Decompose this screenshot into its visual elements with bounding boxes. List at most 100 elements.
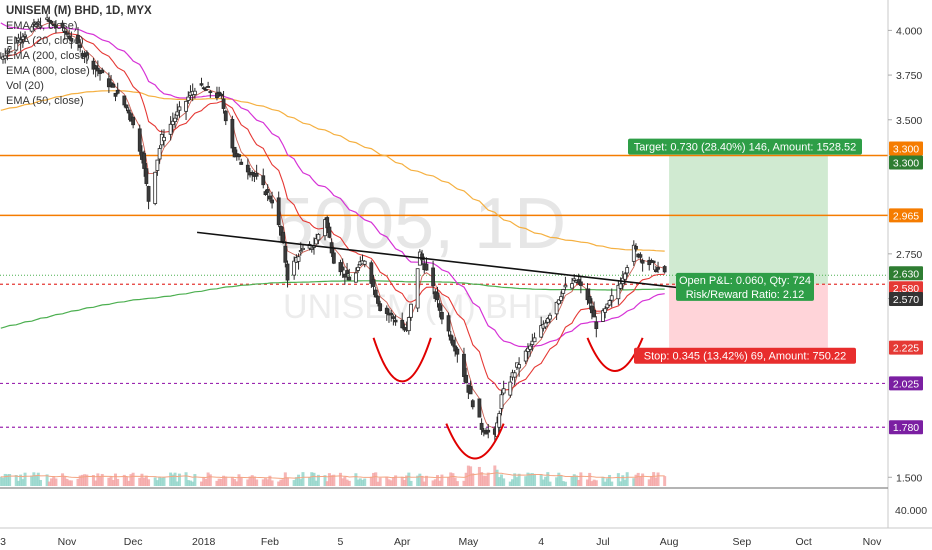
- volume-bar: [528, 473, 532, 486]
- volume-bar: [572, 474, 576, 486]
- volume-bar: [431, 480, 435, 486]
- volume-bar: [601, 476, 605, 486]
- volume-bar: [116, 478, 120, 486]
- legend-ema-50[interactable]: EMA (50, close): [6, 95, 84, 107]
- candle-body: [448, 334, 453, 341]
- candle-body: [69, 37, 74, 42]
- candle-body: [523, 350, 528, 362]
- volume-bar: [281, 479, 285, 486]
- price-level-tag: [889, 292, 923, 307]
- ema-200-line[interactable]: [0, 90, 665, 252]
- price-level-tag: [889, 340, 923, 355]
- candle-body: [111, 83, 116, 88]
- volume-bar: [215, 480, 219, 486]
- volume-bar: [204, 478, 208, 486]
- volume-bar: [67, 480, 71, 486]
- candle-body: [589, 305, 594, 314]
- candle-body: [137, 128, 142, 152]
- volume-bar: [91, 475, 95, 486]
- price-level-tag-label: 2.630: [893, 268, 919, 280]
- volume-bar: [462, 480, 466, 486]
- volume-bar: [338, 472, 342, 486]
- volume-moving-average: [0, 472, 665, 480]
- candle-body: [316, 234, 321, 241]
- volume-bar: [250, 475, 254, 486]
- head-arc[interactable]: [445, 423, 505, 460]
- volume-bar: [623, 479, 627, 486]
- volume-bar: [641, 473, 645, 486]
- neckline-trendline[interactable]: [197, 231, 712, 293]
- candle-body: [585, 288, 590, 301]
- candle-body: [296, 256, 301, 262]
- volume-bar: [634, 474, 638, 486]
- volume-bar: [517, 473, 521, 486]
- price-level-tag-label: 2.225: [893, 343, 919, 355]
- volume-bar: [447, 476, 451, 486]
- volume-bar: [345, 479, 349, 486]
- volume-bar: [32, 472, 36, 486]
- candle-body: [146, 186, 151, 202]
- volume-bar: [173, 472, 177, 486]
- volume-bar: [19, 474, 23, 486]
- price-level-tag-label: 3.300: [893, 144, 919, 156]
- volume-bar: [177, 473, 181, 486]
- candle-body: [530, 340, 535, 345]
- candle-body: [327, 226, 332, 238]
- price-level-tags: 3.3003.3002.9652.6302.5802.5702.2252.025…: [889, 141, 923, 435]
- volume-bar: [363, 478, 367, 486]
- volume-bar: [495, 469, 499, 486]
- volume-bar: [169, 472, 173, 486]
- legend-ema-5[interactable]: EMA (5, close): [6, 20, 78, 32]
- symbol-title[interactable]: UNISEM (M) BHD, 1D, MYX: [6, 5, 152, 17]
- volume-bar: [654, 477, 658, 486]
- pnl-label: Open P&L: 0.060, Qty: 724 Risk/Reward Ra…: [676, 272, 814, 301]
- legend-vol[interactable]: Vol (20): [6, 80, 44, 92]
- candle-body: [603, 308, 608, 313]
- volume-bar: [14, 475, 18, 486]
- legend-ema-800[interactable]: EMA (800, close): [6, 65, 90, 77]
- candle-body: [340, 266, 345, 271]
- candle-body: [609, 295, 614, 301]
- volume-bar: [563, 481, 567, 486]
- volume-bar: [175, 481, 179, 486]
- volume-bar: [248, 476, 252, 486]
- candle-body: [532, 337, 537, 343]
- candle-body: [406, 317, 411, 332]
- candle-body: [84, 52, 89, 56]
- candle-body: [376, 296, 380, 304]
- volume-bar: [513, 473, 517, 486]
- time-axis[interactable]: 3 Nov Dec 2018 Feb 5 Apr May 4 Jul Aug Sep Oct Nov: [0, 536, 882, 548]
- candle-body: [420, 253, 424, 261]
- legend-ema-20[interactable]: EMA (20, close): [6, 35, 84, 47]
- candle-body: [157, 148, 162, 160]
- candle-body: [481, 429, 486, 433]
- volume-bar: [308, 477, 312, 486]
- ema-50-line[interactable]: [0, 22, 665, 348]
- volume-bar: [155, 480, 159, 486]
- ema-800-line[interactable]: [0, 280, 665, 329]
- volume-bar: [160, 477, 164, 486]
- candle-body: [38, 25, 43, 28]
- candles[interactable]: [0, 13, 667, 443]
- candle-body: [283, 245, 288, 263]
- volume-bar: [122, 474, 126, 486]
- volume-bar: [299, 479, 303, 486]
- volume-bar: [294, 477, 298, 486]
- candle-body: [67, 35, 72, 40]
- left-shoulder-arc[interactable]: [372, 337, 432, 383]
- candle-body: [267, 195, 272, 200]
- candle-body: [651, 260, 656, 263]
- volume-bar: [21, 479, 25, 486]
- candle-body: [276, 197, 281, 226]
- candle-body: [477, 398, 482, 418]
- volume-bar: [530, 473, 534, 486]
- candle-body: [462, 353, 466, 377]
- target-zone[interactable]: [669, 155, 828, 285]
- volume-bar: [409, 480, 413, 486]
- legend-ema-200[interactable]: EMA (200, close): [6, 50, 90, 62]
- candle-body: [254, 172, 259, 177]
- volume-bar: [316, 474, 320, 486]
- volume-bar: [0, 476, 3, 486]
